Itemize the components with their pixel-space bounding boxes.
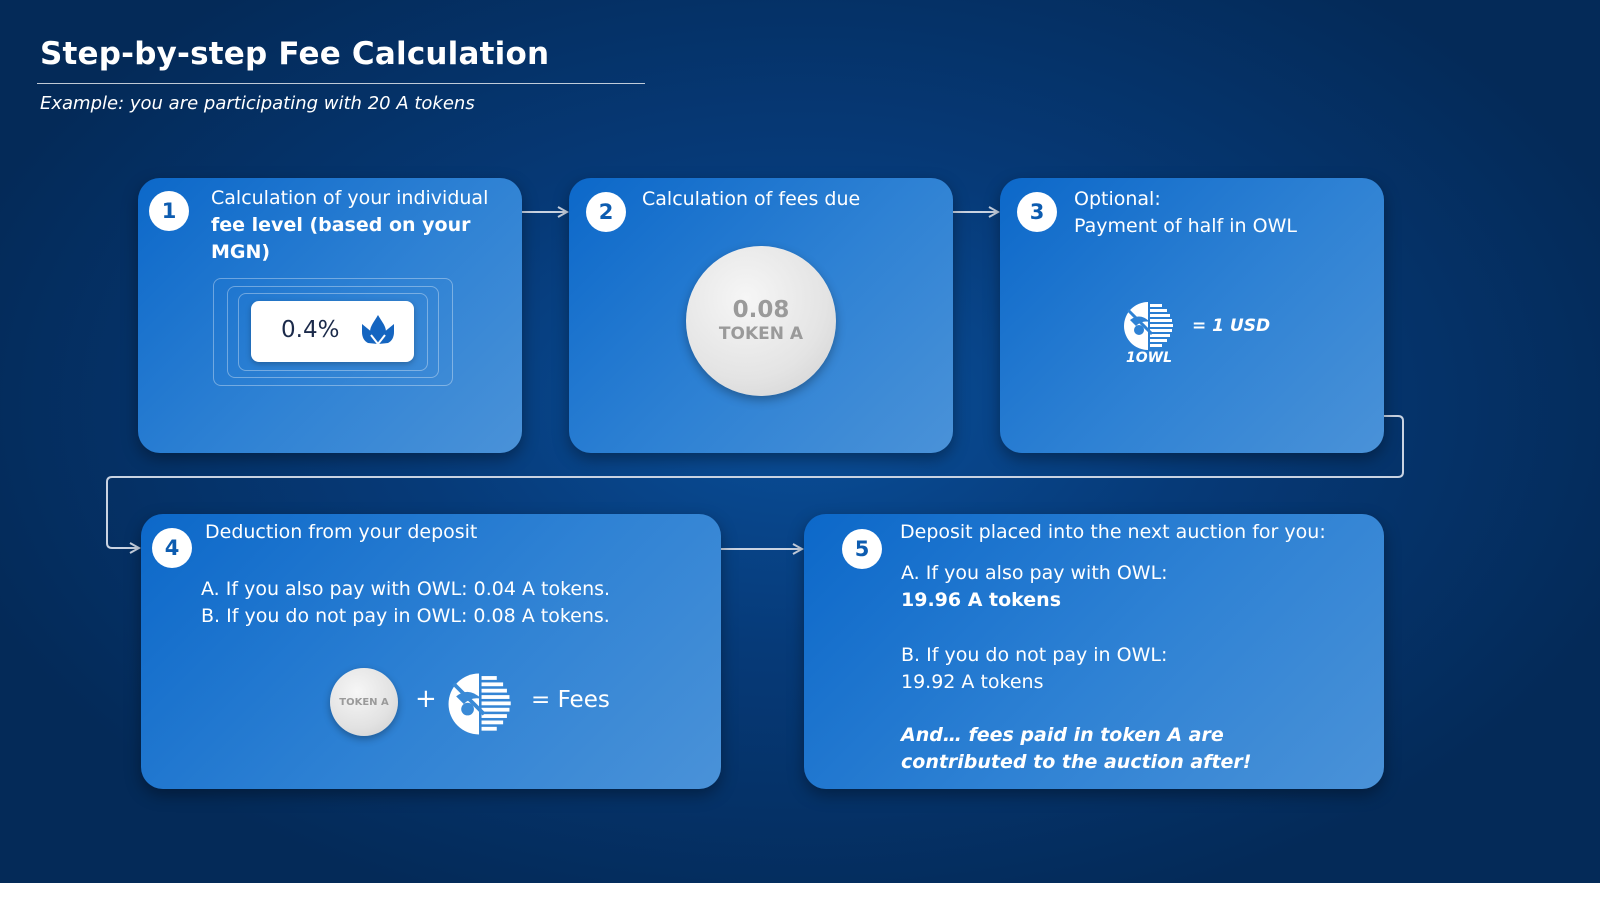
step-4-line-b: B. If you do not pay in OWL: 0.08 A toke… — [201, 605, 610, 627]
step-5-b-value: 19.92 A tokens — [901, 671, 1044, 693]
fee-level-pill: 0.4% — [251, 301, 414, 362]
owl-logo-icon — [1124, 302, 1173, 350]
step-4-line-a: A. If you also pay with OWL: 0.04 A toke… — [201, 578, 611, 600]
fee-frame-outer — [213, 278, 453, 386]
fee-frame-inner — [238, 293, 428, 371]
step-1-card: 1 Calculation of your individual fee lev… — [138, 178, 522, 453]
fee-frame-middle — [227, 286, 439, 378]
step-1-title: Calculation of your individual fee level… — [211, 185, 511, 266]
step-5-a-value: 19.96 A tokens — [901, 589, 1062, 611]
step-5-option-b: B. If you do not pay in OWL: 19.92 A tok… — [901, 642, 1167, 696]
step-4-lines: A. If you also pay with OWL: 0.04 A toke… — [201, 576, 610, 630]
step-3-title-line1: Optional: — [1074, 188, 1161, 210]
owl-logo-icon-large — [448, 673, 511, 735]
token-a-coin: 0.08 TOKEN A — [686, 246, 836, 396]
step-1-badge: 1 — [149, 191, 189, 231]
step-5-badge: 5 — [842, 529, 882, 569]
mgn-logo-icon — [362, 315, 394, 346]
step-3-title-line2: Payment of half in OWL — [1074, 215, 1297, 237]
arrow-3-to-4 — [106, 415, 1404, 548]
title-divider — [37, 83, 645, 84]
step-4-badge: 4 — [152, 528, 192, 568]
owl-rate: = 1 USD — [1192, 316, 1271, 336]
page-title: Step-by-step Fee Calculation — [40, 36, 550, 72]
token-a-coin-small: TOKEN A — [330, 668, 398, 736]
page-subtitle: Example: you are participating with 20 A… — [40, 93, 475, 114]
plus-sign: + — [415, 684, 437, 714]
fee-level-value: 0.4% — [281, 317, 340, 343]
step-2-card: 2 Calculation of fees due 0.08 TOKEN A — [569, 178, 953, 453]
step-3-badge: 3 — [1017, 192, 1057, 232]
step-2-title: Calculation of fees due — [642, 188, 861, 210]
step-5-note: And… fees paid in token A are contribute… — [901, 724, 1252, 773]
owl-caption: 1OWL — [1126, 350, 1173, 366]
step-3-title: Optional: Payment of half in OWL — [1074, 186, 1297, 240]
step-1-title-line1: Calculation of your individual — [211, 187, 489, 209]
fees-equals-label: = Fees — [531, 687, 610, 713]
step-5-option-a: A. If you also pay with OWL: 19.96 A tok… — [901, 560, 1168, 614]
step-1-title-bold: fee level (based on your MGN) — [211, 214, 471, 263]
step-5-card: 5 Deposit placed into the next auction f… — [804, 514, 1384, 789]
step-4-title: Deduction from your deposit — [205, 521, 478, 543]
step-4-card: 4 Deduction from your deposit A. If you … — [141, 514, 721, 789]
bottom-strip — [0, 883, 1600, 900]
step-5-b-label: B. If you do not pay in OWL: — [901, 644, 1168, 666]
coin-fee-value: 0.08 — [732, 297, 790, 323]
step-3-card: 3 Optional: Payment of half in OWL = 1 U… — [1000, 178, 1384, 453]
step-2-badge: 2 — [586, 192, 626, 232]
coin-token-label: TOKEN A — [718, 324, 804, 344]
step-5-title: Deposit placed into the next auction for… — [900, 521, 1326, 543]
step-5-a-label: A. If you also pay with OWL: — [901, 562, 1168, 584]
